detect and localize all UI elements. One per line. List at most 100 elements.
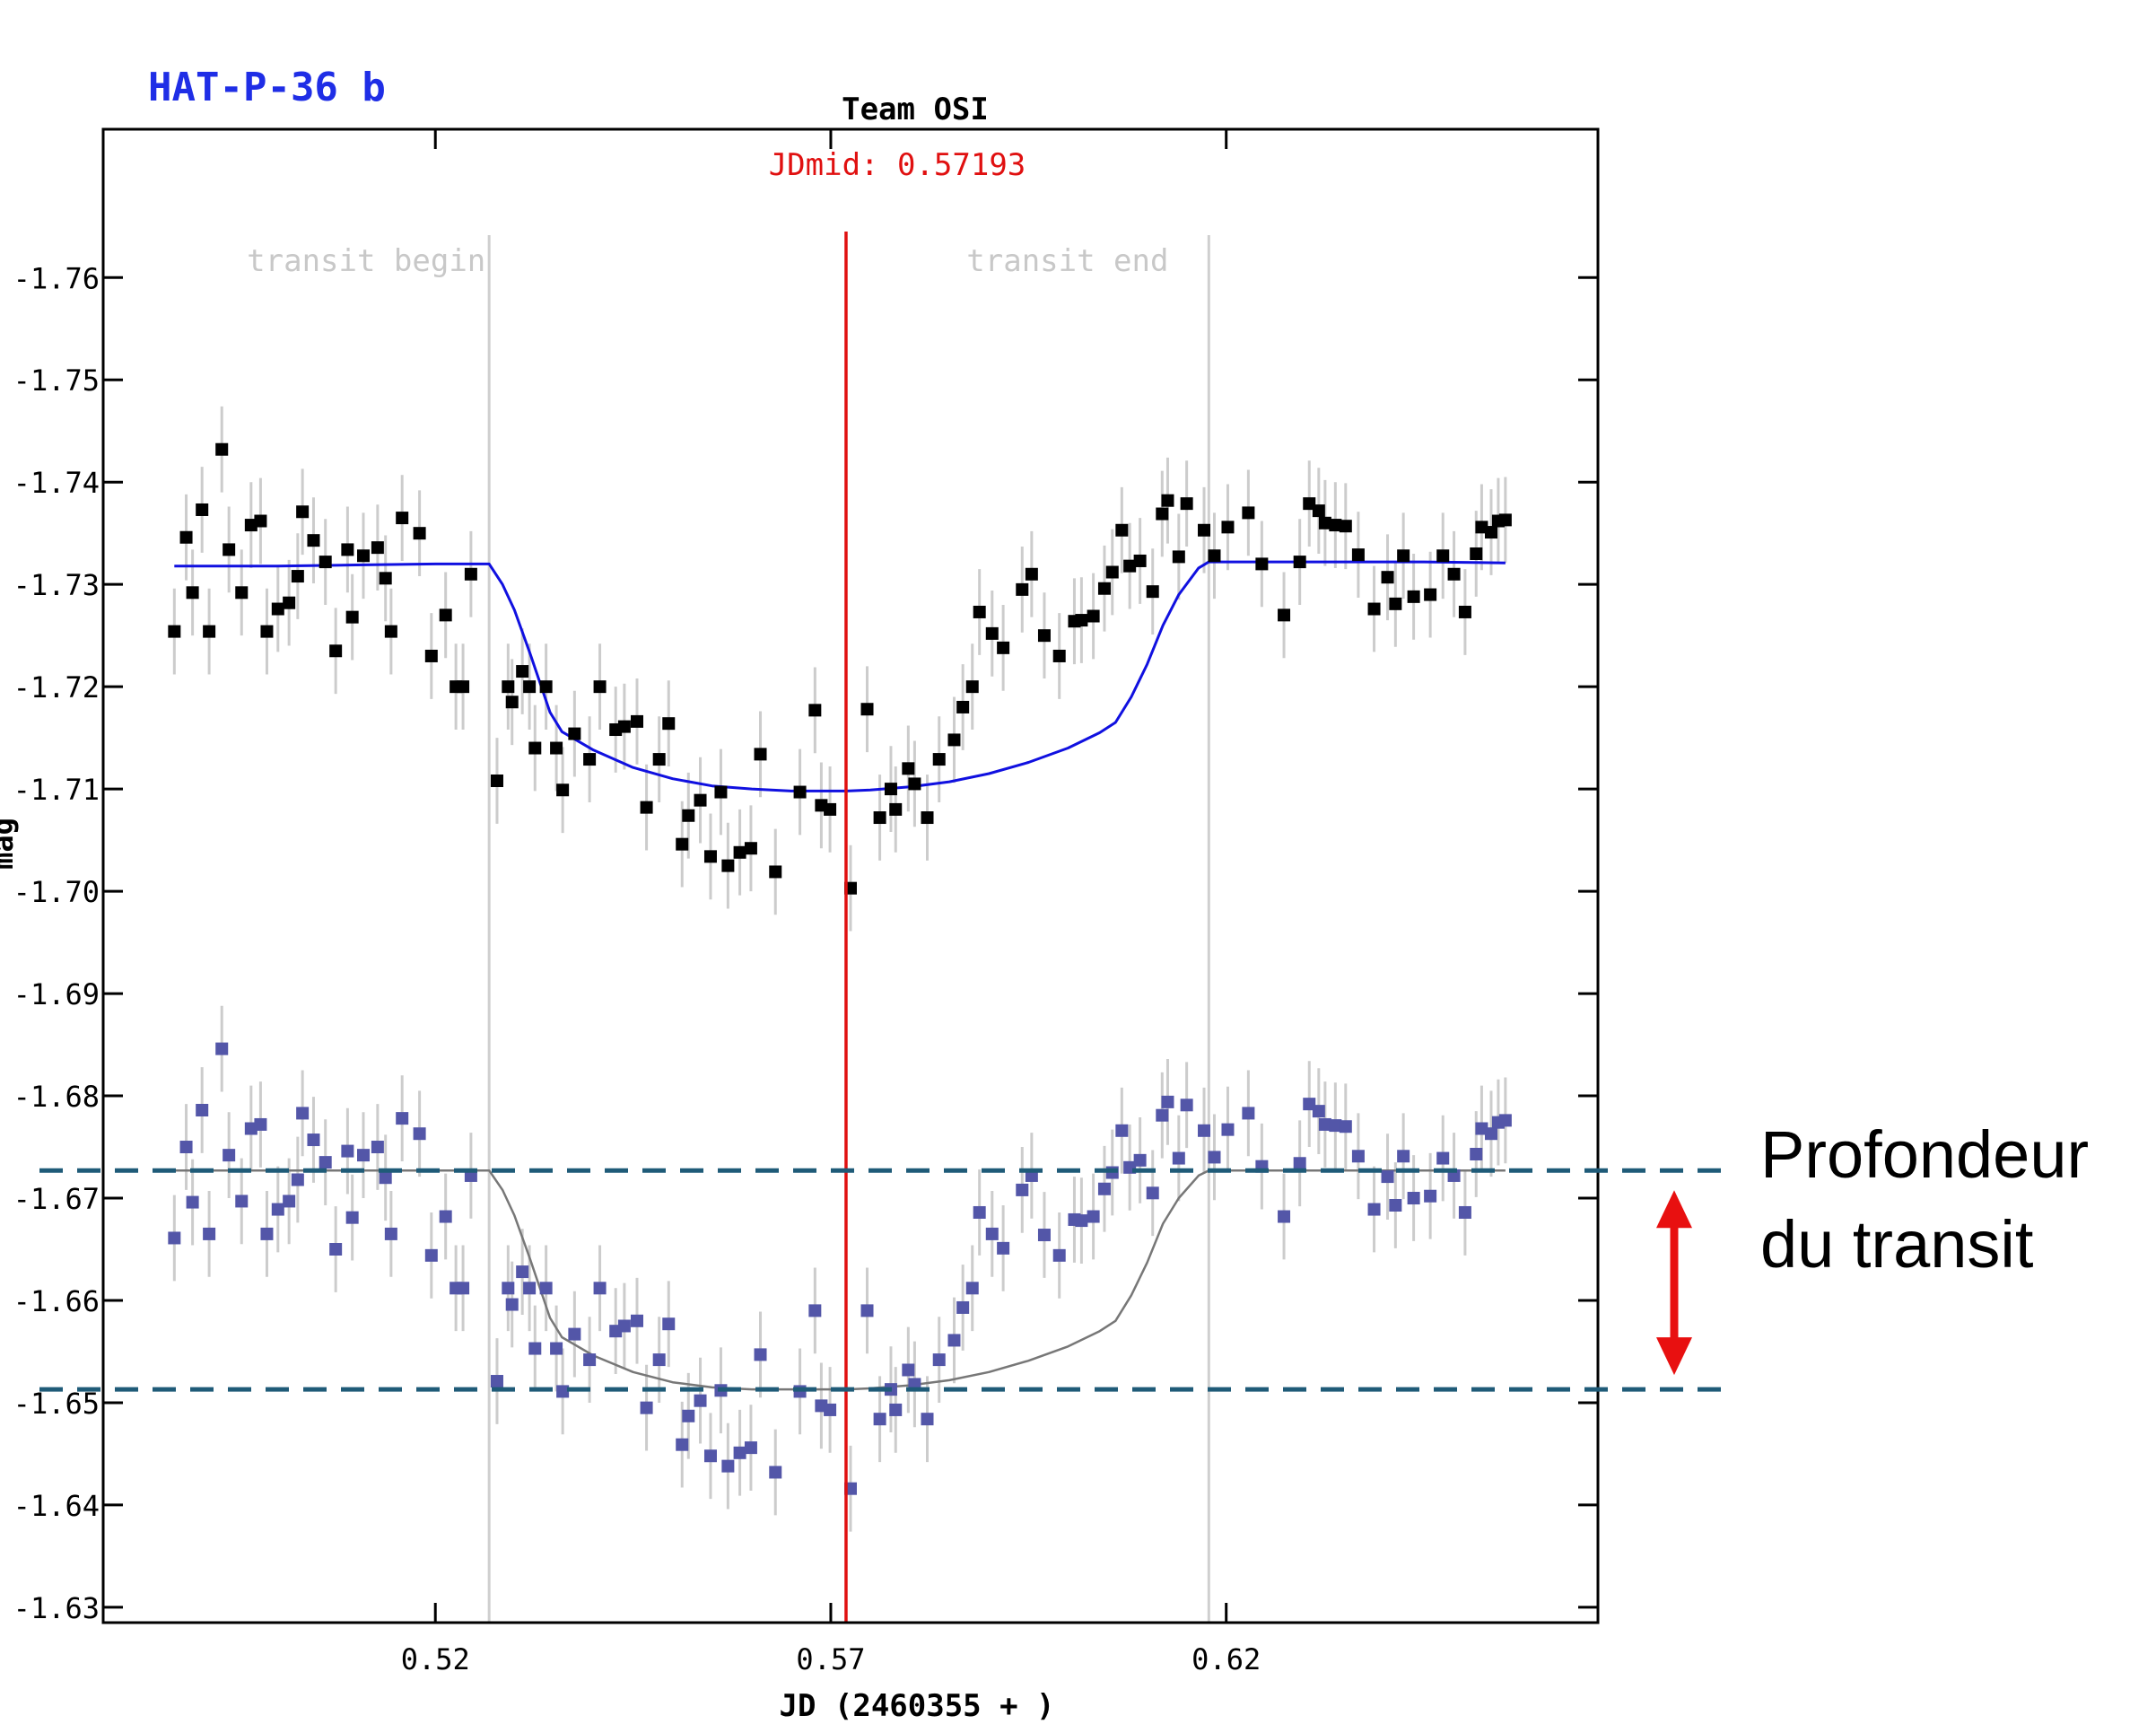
- target-data-point: [1242, 506, 1255, 520]
- comparison-data-point: [1115, 1124, 1129, 1137]
- target-data-point: [260, 625, 274, 638]
- comparison-data-point: [244, 1122, 257, 1135]
- target-data-point: [884, 783, 897, 796]
- y-tick-label: -1.76: [13, 261, 100, 295]
- comparison-data-point: [539, 1282, 553, 1295]
- target-data-point: [271, 602, 284, 616]
- comparison-data-point: [617, 1319, 631, 1333]
- comparison-data-point: [424, 1248, 438, 1262]
- comparison-data-point: [1198, 1124, 1211, 1137]
- comparison-data-point: [956, 1300, 970, 1314]
- target-data-point: [617, 720, 631, 733]
- comparison-data-point: [1407, 1192, 1420, 1205]
- comparison-data-point: [1156, 1108, 1169, 1122]
- target-data-point: [1498, 513, 1512, 527]
- comparison-data-point: [593, 1282, 607, 1295]
- y-tick-label: -1.70: [13, 875, 100, 909]
- comparison-data-point: [1161, 1095, 1174, 1108]
- comparison-data-point: [329, 1243, 343, 1256]
- comparison-data-point: [965, 1282, 979, 1295]
- comparison-data-point: [457, 1282, 470, 1295]
- target-data-point: [186, 586, 199, 600]
- target-data-point: [1407, 590, 1420, 603]
- y-tick-label: -1.63: [13, 1591, 100, 1625]
- target-data-point: [215, 442, 229, 456]
- jdmid-label: JDmid: 0.57193: [769, 147, 1026, 183]
- target-data-point: [721, 859, 735, 872]
- target-data-point: [754, 748, 767, 761]
- comparison-data-point: [721, 1459, 735, 1473]
- y-tick-label: -1.69: [13, 977, 100, 1011]
- comparison-data-point: [307, 1133, 320, 1147]
- x-tick-label: 0.62: [1191, 1642, 1261, 1676]
- target-data-point: [1037, 629, 1051, 643]
- target-data-point: [528, 741, 542, 755]
- comparison-data-point: [1436, 1151, 1450, 1165]
- target-data-point: [1180, 497, 1193, 511]
- comparison-data-point: [1397, 1150, 1410, 1163]
- target-data-point: [329, 644, 343, 658]
- comparison-data-point: [341, 1144, 354, 1158]
- comparison-data-point: [196, 1103, 209, 1116]
- target-data-point: [384, 625, 397, 638]
- target-data-point: [424, 649, 438, 662]
- y-axis-label: mag: [0, 818, 20, 870]
- target-data-point: [1025, 567, 1038, 581]
- target-data-point: [223, 543, 236, 556]
- depth-arrow-head-down: [1656, 1337, 1692, 1376]
- comparison-data-point: [1381, 1170, 1394, 1184]
- comparison-data-point: [640, 1401, 653, 1414]
- comparison-data-point: [1037, 1229, 1051, 1242]
- target-data-point: [1052, 649, 1066, 662]
- target-data-point: [1097, 582, 1111, 595]
- comparison-data-point: [179, 1141, 193, 1154]
- target-data-point: [965, 680, 979, 694]
- target-data-point: [371, 541, 384, 555]
- target-data-point: [860, 703, 874, 716]
- comparison-data-point: [223, 1149, 236, 1162]
- comparison-data-point: [889, 1403, 903, 1416]
- target-data-point: [1016, 582, 1029, 596]
- comparison-data-point: [1312, 1105, 1325, 1118]
- target-data-point: [694, 793, 707, 807]
- comparison-data-point: [1097, 1182, 1111, 1195]
- plot-frame: [101, 127, 1600, 1624]
- x-axis: 0.52 0.57 0.62: [401, 129, 1261, 1676]
- y-tick-label: -1.65: [13, 1387, 100, 1421]
- target-data-point: [583, 753, 597, 766]
- comparison-data-point: [396, 1112, 409, 1125]
- target-data-point: [1389, 597, 1402, 610]
- chart-title: Team OSI: [842, 92, 989, 127]
- comparison-data-point: [652, 1353, 666, 1367]
- comparison-data-point: [168, 1231, 181, 1245]
- target-data-point: [1255, 557, 1269, 571]
- comparison-data-point: [1475, 1122, 1488, 1135]
- target-data-point: [235, 586, 249, 600]
- comparison-data-point: [921, 1413, 934, 1426]
- y-tick-label: -1.66: [13, 1284, 100, 1318]
- comparison-data-point: [291, 1173, 304, 1186]
- comparison-data-point: [271, 1203, 284, 1216]
- comparison-data-point: [631, 1314, 643, 1327]
- y-tick-label: -1.68: [13, 1080, 100, 1114]
- target-data-point: [1381, 571, 1394, 584]
- comparison-data-point: [1180, 1098, 1193, 1112]
- target-data-point: [662, 717, 676, 731]
- y-tick-label: -1.71: [13, 773, 100, 807]
- target-data-point: [1447, 567, 1461, 581]
- target-data-point: [769, 865, 782, 879]
- comparison-data-point: [357, 1149, 371, 1162]
- target-data-point: [539, 680, 553, 694]
- comparison-data-point: [1293, 1157, 1306, 1170]
- comparison-data-point: [203, 1227, 216, 1240]
- comparison-data-point: [490, 1375, 503, 1388]
- comparison-data-point: [1016, 1183, 1029, 1196]
- comparison-data-point: [1351, 1150, 1365, 1163]
- target-data-point: [703, 850, 717, 863]
- target-data-point: [1208, 549, 1221, 563]
- comparison-data-point: [1133, 1153, 1147, 1167]
- target-data-point: [1470, 547, 1483, 560]
- target-data-point: [956, 700, 970, 713]
